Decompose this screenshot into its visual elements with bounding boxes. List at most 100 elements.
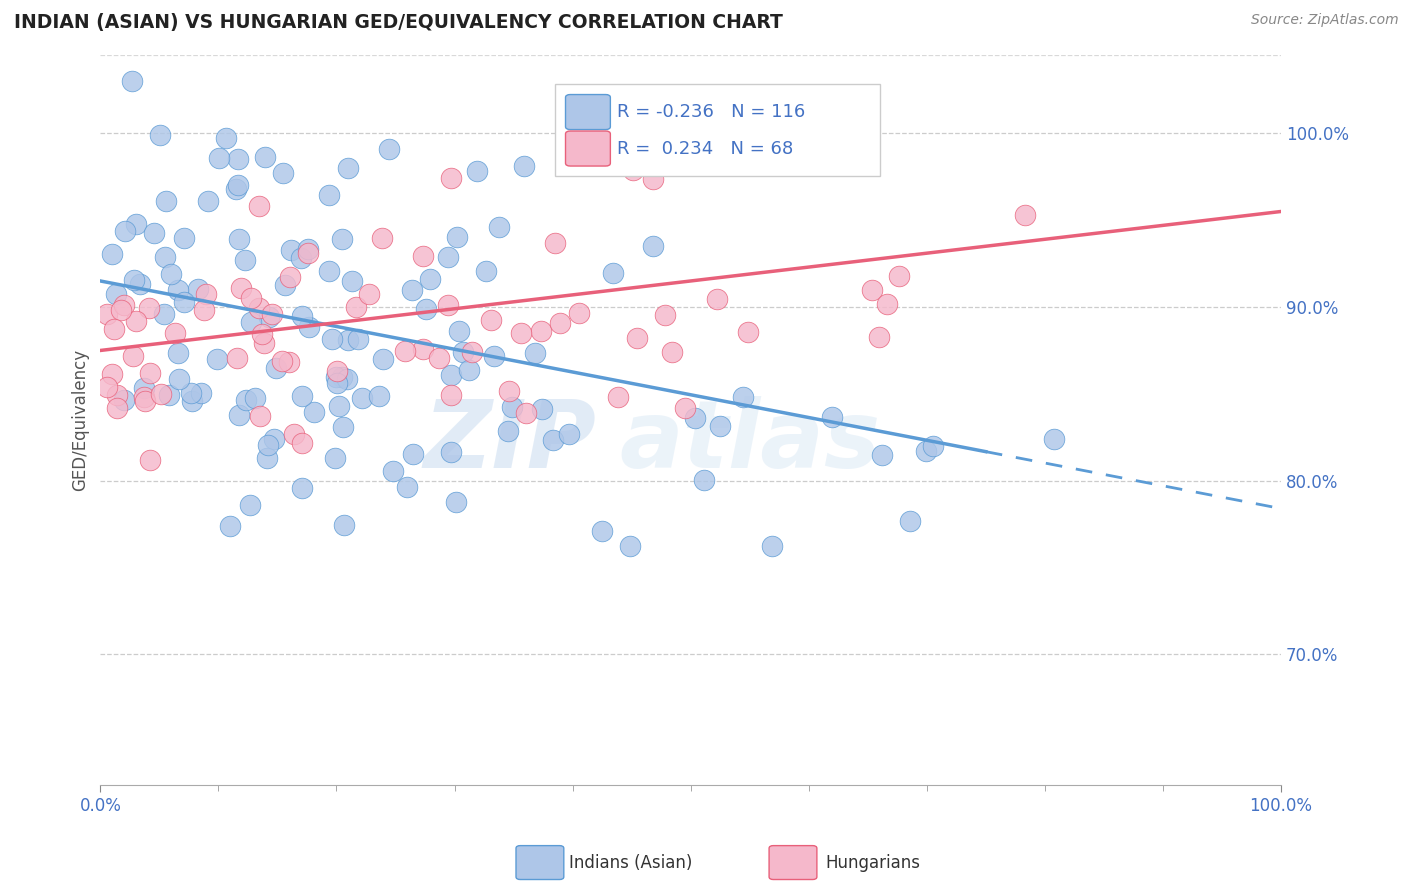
Point <box>167 372 190 386</box>
Point <box>641 172 664 186</box>
Point <box>568 305 591 319</box>
Point <box>328 400 350 414</box>
Point <box>291 310 314 324</box>
Point <box>619 539 641 553</box>
Point <box>544 236 567 251</box>
Point <box>440 445 463 459</box>
FancyBboxPatch shape <box>565 131 610 166</box>
Point <box>157 388 180 402</box>
FancyBboxPatch shape <box>565 95 610 129</box>
Point <box>870 449 893 463</box>
Point <box>180 385 202 400</box>
Point <box>325 364 347 378</box>
Point <box>153 307 176 321</box>
Point <box>860 283 883 297</box>
Point <box>498 384 520 398</box>
Point <box>643 239 665 253</box>
Point <box>167 346 190 360</box>
Point <box>228 232 250 246</box>
Point <box>239 291 262 305</box>
Point <box>150 387 173 401</box>
Point <box>101 367 124 381</box>
Point <box>457 363 479 377</box>
Point <box>368 389 391 403</box>
Point <box>290 251 312 265</box>
Point <box>197 194 219 208</box>
Point <box>602 266 624 280</box>
Point <box>302 405 325 419</box>
Point <box>378 142 401 156</box>
Point <box>1014 208 1036 222</box>
Point <box>253 335 276 350</box>
Point <box>621 163 644 178</box>
Point <box>330 232 353 246</box>
Point <box>737 325 759 339</box>
Point <box>208 152 231 166</box>
Point <box>336 333 359 347</box>
Point <box>280 243 302 257</box>
Point <box>114 223 136 237</box>
Point <box>226 178 249 193</box>
Text: Hungarians: Hungarians <box>825 854 921 871</box>
Point <box>263 432 285 446</box>
FancyBboxPatch shape <box>555 85 880 176</box>
Point <box>239 498 262 512</box>
Point <box>134 381 156 395</box>
Point <box>439 170 461 185</box>
Point <box>876 297 898 311</box>
Point <box>395 480 418 494</box>
Point <box>591 524 613 538</box>
Point <box>250 326 273 341</box>
Point <box>143 226 166 240</box>
Point <box>488 220 510 235</box>
Point <box>273 277 295 292</box>
Point <box>332 419 354 434</box>
Point <box>357 287 380 301</box>
Point <box>107 401 129 415</box>
Point <box>371 352 394 367</box>
Point <box>173 295 195 310</box>
Point <box>271 165 294 179</box>
Text: INDIAN (ASIAN) VS HUNGARIAN GED/EQUIVALENCY CORRELATION CHART: INDIAN (ASIAN) VS HUNGARIAN GED/EQUIVALE… <box>14 13 783 32</box>
Point <box>475 264 498 278</box>
Point <box>104 287 127 301</box>
Point <box>245 391 267 405</box>
Point <box>247 199 270 213</box>
Point <box>139 366 162 380</box>
Point <box>548 316 571 330</box>
Point <box>96 306 118 320</box>
Point <box>260 307 283 321</box>
Point <box>173 230 195 244</box>
Point <box>326 376 349 391</box>
Point <box>898 514 921 528</box>
Point <box>453 344 475 359</box>
Point <box>233 252 256 267</box>
Point <box>868 330 890 344</box>
Point <box>461 344 484 359</box>
Point <box>138 453 160 467</box>
Point <box>190 385 212 400</box>
Point <box>318 264 340 278</box>
Point <box>318 187 340 202</box>
Point <box>465 164 488 178</box>
Point <box>153 250 176 264</box>
Point <box>228 408 250 422</box>
Point <box>761 539 783 553</box>
Point <box>342 274 364 288</box>
Point <box>683 411 706 425</box>
Point <box>321 332 343 346</box>
Point <box>336 372 359 386</box>
Point <box>415 301 437 316</box>
Point <box>1042 432 1064 446</box>
Point <box>706 292 728 306</box>
Text: Source: ZipAtlas.com: Source: ZipAtlas.com <box>1251 13 1399 28</box>
Point <box>523 346 546 360</box>
Point <box>401 283 423 297</box>
Point <box>530 325 553 339</box>
Point <box>513 159 536 173</box>
Point <box>437 250 460 264</box>
Point <box>731 391 754 405</box>
Point <box>419 272 441 286</box>
Text: atlas: atlas <box>620 396 882 488</box>
Point <box>921 439 943 453</box>
